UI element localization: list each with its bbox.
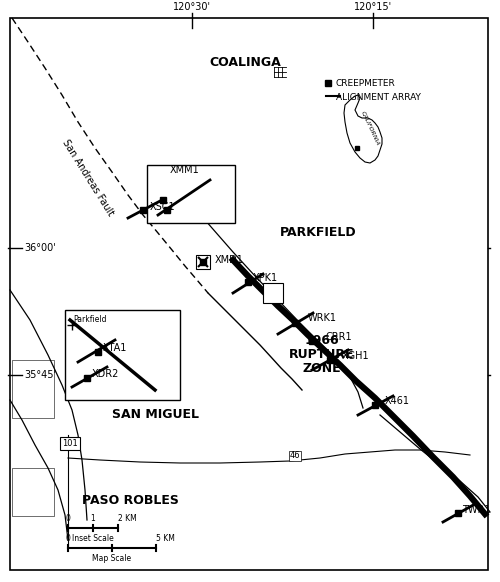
Text: Map Scale: Map Scale — [92, 554, 132, 563]
Text: XGH1: XGH1 — [342, 351, 369, 361]
Text: 120°30': 120°30' — [173, 2, 211, 12]
Text: XTA1: XTA1 — [103, 343, 128, 353]
Text: 120°15': 120°15' — [354, 2, 392, 12]
Text: Parkfield: Parkfield — [73, 315, 106, 324]
Text: COALINGA: COALINGA — [209, 55, 281, 69]
Text: XMM1: XMM1 — [170, 165, 200, 175]
Text: San Andreas Fault: San Andreas Fault — [60, 138, 115, 218]
Text: 35°45': 35°45' — [24, 370, 56, 380]
Text: PASO ROBLES: PASO ROBLES — [82, 494, 178, 506]
Text: WRK1: WRK1 — [308, 313, 337, 323]
Text: 1966: 1966 — [304, 333, 340, 346]
Bar — [263, 283, 283, 303]
Text: XDR2: XDR2 — [92, 369, 120, 379]
Bar — [147, 165, 235, 223]
Polygon shape — [344, 95, 382, 163]
Text: 0: 0 — [66, 534, 70, 543]
Bar — [65, 310, 180, 400]
Text: CREEPMETER: CREEPMETER — [336, 79, 396, 87]
Text: X461: X461 — [385, 396, 410, 406]
Bar — [196, 255, 210, 269]
Bar — [12, 468, 54, 516]
Text: TWR1: TWR1 — [462, 505, 490, 515]
Text: 2 KM: 2 KM — [118, 514, 137, 523]
Text: 46: 46 — [290, 452, 300, 460]
Text: 101: 101 — [62, 438, 78, 448]
Text: XMD1: XMD1 — [215, 255, 244, 265]
Text: ZONE: ZONE — [302, 361, 342, 374]
Text: RUPTURE: RUPTURE — [289, 347, 355, 360]
Text: 1: 1 — [90, 514, 96, 523]
Text: XPK1: XPK1 — [253, 273, 278, 283]
Bar — [60, 437, 80, 450]
Text: CRR1: CRR1 — [325, 332, 351, 342]
Text: 36°00': 36°00' — [24, 243, 56, 253]
Text: 5 KM: 5 KM — [156, 534, 175, 543]
Text: XSC1: XSC1 — [150, 202, 176, 212]
Text: Inset Scale: Inset Scale — [72, 534, 114, 543]
Text: ALIGNMENT ARRAY: ALIGNMENT ARRAY — [336, 93, 421, 101]
Text: SAN MIGUEL: SAN MIGUEL — [112, 409, 198, 421]
Text: CALIFORNIA: CALIFORNIA — [360, 110, 380, 146]
Text: 0: 0 — [66, 514, 70, 523]
Bar — [12, 360, 54, 418]
Text: PARKFIELD: PARKFIELD — [280, 226, 356, 240]
